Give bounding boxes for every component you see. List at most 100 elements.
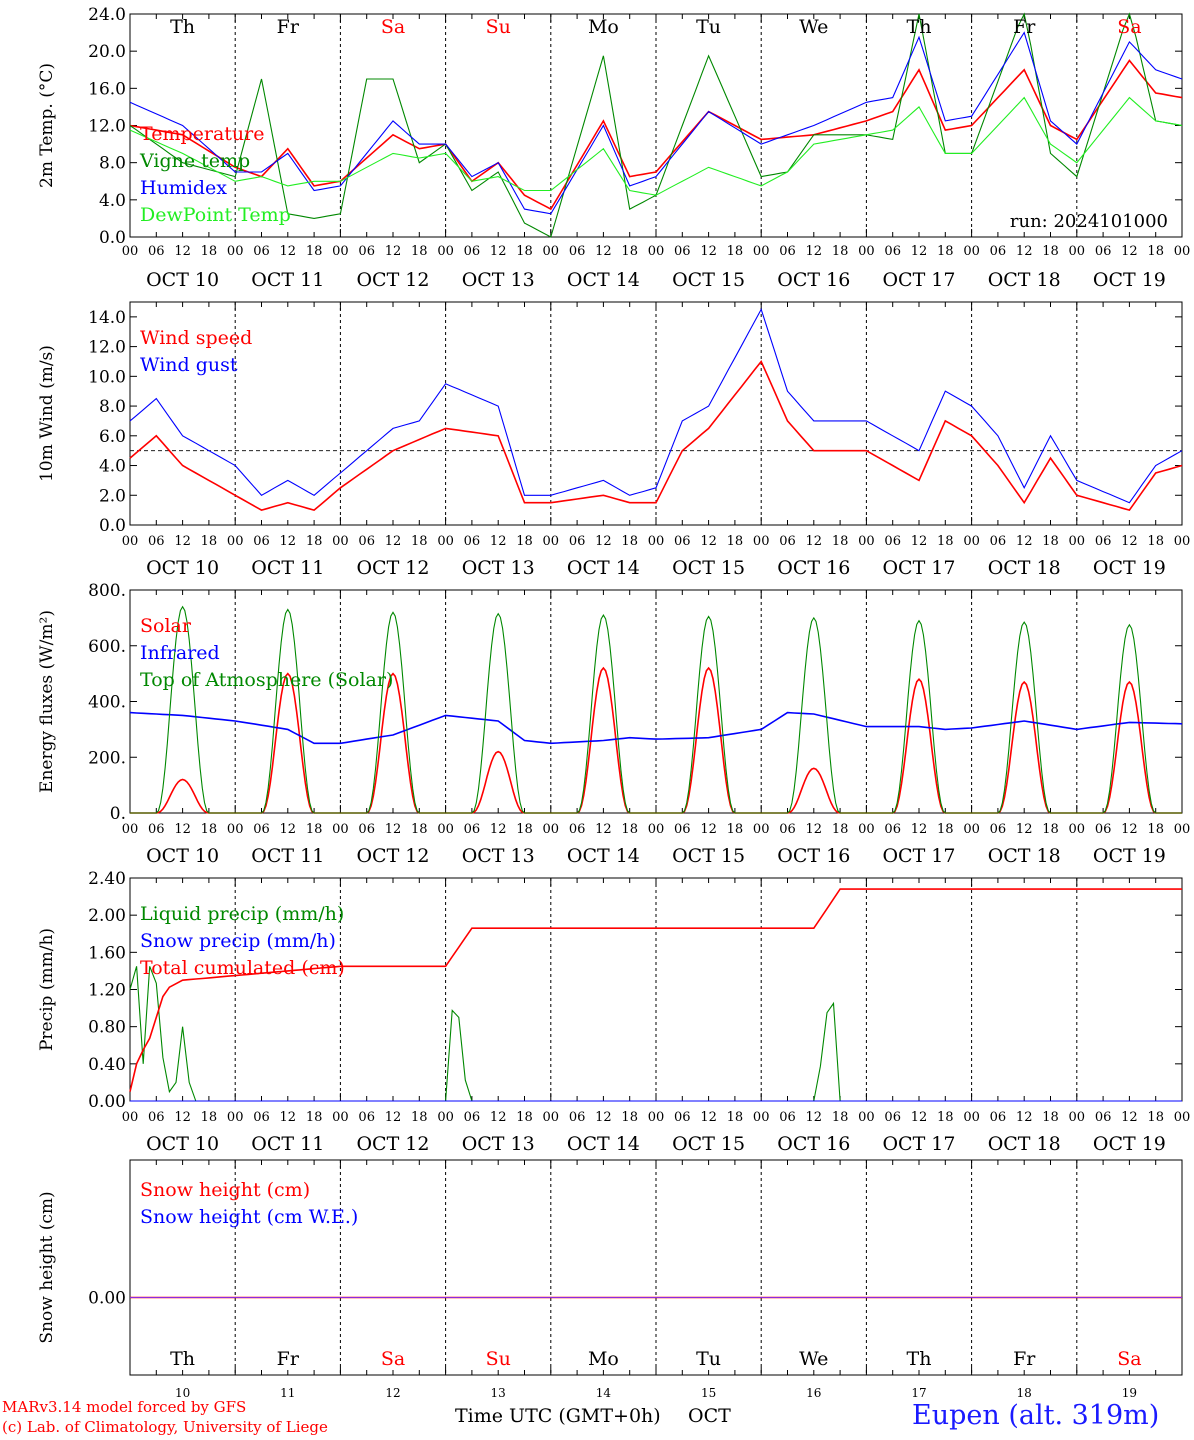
- hour-tick-label: 18: [937, 244, 954, 259]
- hour-tick-label: 12: [174, 1110, 191, 1125]
- date-label: OCT 13: [462, 269, 535, 291]
- hour-tick-label: 06: [569, 534, 586, 549]
- legend-entry: Wind gust: [140, 354, 238, 376]
- y-tick-label: 4.0: [99, 191, 126, 211]
- hour-tick-label: 18: [1042, 822, 1059, 837]
- run-label: run: 2024101000: [1010, 211, 1168, 232]
- weekday-label: Sa: [1117, 1348, 1141, 1370]
- hour-tick-label: 00: [1069, 534, 1086, 549]
- hour-tick-label: 12: [1121, 1110, 1138, 1125]
- hour-tick-label: 18: [621, 1110, 638, 1125]
- panel-4: 0.00 0.40 0.80 1.20 1.60 2.00 2.40 Precip (mm/h…: [37, 869, 1190, 1155]
- hour-tick-label: 00: [858, 534, 875, 549]
- hour-tick-label: 06: [884, 822, 901, 837]
- series-line: [129, 359, 1183, 512]
- hour-tick-label: 12: [385, 1110, 402, 1125]
- hour-tick-label: 18: [306, 534, 323, 549]
- hour-tick-label: 12: [595, 1110, 612, 1125]
- hour-tick-label: 00: [648, 244, 665, 259]
- hour-tick-label: 06: [674, 534, 691, 549]
- hour-tick-label: 12: [700, 822, 717, 837]
- hour-tick-label: 12: [911, 822, 928, 837]
- hour-tick-label: 00: [227, 534, 244, 549]
- hour-tick-label: 12: [595, 534, 612, 549]
- hour-tick-label: 12: [385, 244, 402, 259]
- y-tick-label: 2.00: [88, 906, 126, 926]
- hour-tick-label: 06: [358, 822, 375, 837]
- hour-tick-label: 06: [779, 534, 796, 549]
- hour-tick-label: 12: [911, 534, 928, 549]
- hour-tick-label: 00: [332, 822, 349, 837]
- date-label: OCT 12: [356, 845, 429, 867]
- hour-tick-label: 12: [174, 822, 191, 837]
- lab-credit: (c) Lab. of Climatology, University of L…: [2, 1418, 328, 1436]
- hour-tick-label: 06: [358, 1110, 375, 1125]
- hour-tick-label: 18: [1042, 534, 1059, 549]
- hour-tick-label: 18: [306, 822, 323, 837]
- hour-tick-label: 06: [1095, 244, 1112, 259]
- hour-tick-label: 06: [253, 244, 270, 259]
- legend-entry: Snow height (cm W.E.): [140, 1206, 358, 1228]
- date-label: OCT 14: [567, 269, 640, 291]
- hour-tick-label: 06: [253, 822, 270, 837]
- day-number: 17: [911, 1386, 926, 1400]
- hour-tick-label: 00: [437, 822, 454, 837]
- day-number: 16: [806, 1386, 821, 1400]
- hour-tick-label: 00: [1174, 244, 1191, 259]
- hour-tick-label: 06: [148, 534, 165, 549]
- y-tick-label: 14.0: [88, 308, 126, 328]
- y-tick-label: 0.0: [99, 228, 126, 248]
- series-line: [129, 59, 1183, 211]
- weekday-label: We: [799, 1348, 828, 1370]
- hour-tick-label: 06: [464, 1110, 481, 1125]
- day-number: 13: [491, 1386, 506, 1400]
- weekday-label: Su: [486, 1348, 511, 1370]
- hour-tick-label: 12: [490, 1110, 507, 1125]
- hour-tick-label: 00: [1174, 822, 1191, 837]
- legend-entry: Snow height (cm): [140, 1179, 310, 1201]
- y-axis-title: 10m Wind (m/s): [37, 345, 57, 482]
- y-tick-label: 2.40: [88, 869, 126, 889]
- hour-tick-label: 00: [332, 244, 349, 259]
- hour-tick-label: 00: [543, 534, 560, 549]
- date-label: OCT 19: [1093, 269, 1166, 291]
- hour-tick-label: 00: [753, 534, 770, 549]
- weekday-label: Mo: [588, 16, 619, 38]
- date-label: OCT 14: [567, 845, 640, 867]
- hour-tick-label: 00: [753, 244, 770, 259]
- panel-3: 0. 200. 400. 600. 800. Energy fluxes (W/m²) So…: [37, 581, 1190, 867]
- weekday-label: Mo: [588, 1348, 619, 1370]
- hour-tick-label: 00: [963, 1110, 980, 1125]
- legend-entry: Wind speed: [140, 327, 252, 349]
- hour-tick-label: 06: [358, 244, 375, 259]
- weekday-label: Sa: [1117, 16, 1141, 38]
- series-line: [129, 308, 1183, 504]
- hour-tick-label: 18: [201, 822, 218, 837]
- date-label: OCT 19: [1093, 845, 1166, 867]
- hour-tick-label: 12: [700, 1110, 717, 1125]
- date-label: OCT 11: [251, 557, 324, 579]
- y-axis-title: Snow height (cm): [37, 1191, 57, 1343]
- hour-tick-label: 18: [937, 1110, 954, 1125]
- hour-tick-label: 00: [648, 822, 665, 837]
- date-label: OCT 18: [988, 845, 1061, 867]
- date-label: OCT 10: [146, 557, 219, 579]
- day-number: 19: [1122, 1386, 1137, 1400]
- y-tick-label: 20.0: [88, 42, 126, 62]
- day-number: 18: [1017, 1386, 1032, 1400]
- hour-tick-label: 06: [1095, 534, 1112, 549]
- hour-tick-label: 18: [621, 534, 638, 549]
- hour-tick-label: 00: [437, 1110, 454, 1125]
- date-label: OCT 12: [356, 557, 429, 579]
- legend-entry: Humidex: [140, 177, 227, 199]
- hour-tick-label: 06: [148, 244, 165, 259]
- hour-tick-label: 12: [280, 1110, 297, 1125]
- date-label: OCT 18: [988, 1133, 1061, 1155]
- date-label: OCT 10: [146, 845, 219, 867]
- weekday-label: Sa: [381, 1348, 405, 1370]
- y-axis-title: Precip (mm/h): [37, 928, 57, 1051]
- hour-tick-label: 18: [201, 1110, 218, 1125]
- y-tick-label: 12.0: [88, 338, 126, 358]
- hour-tick-label: 00: [543, 1110, 560, 1125]
- weekday-label: Tu: [696, 16, 721, 38]
